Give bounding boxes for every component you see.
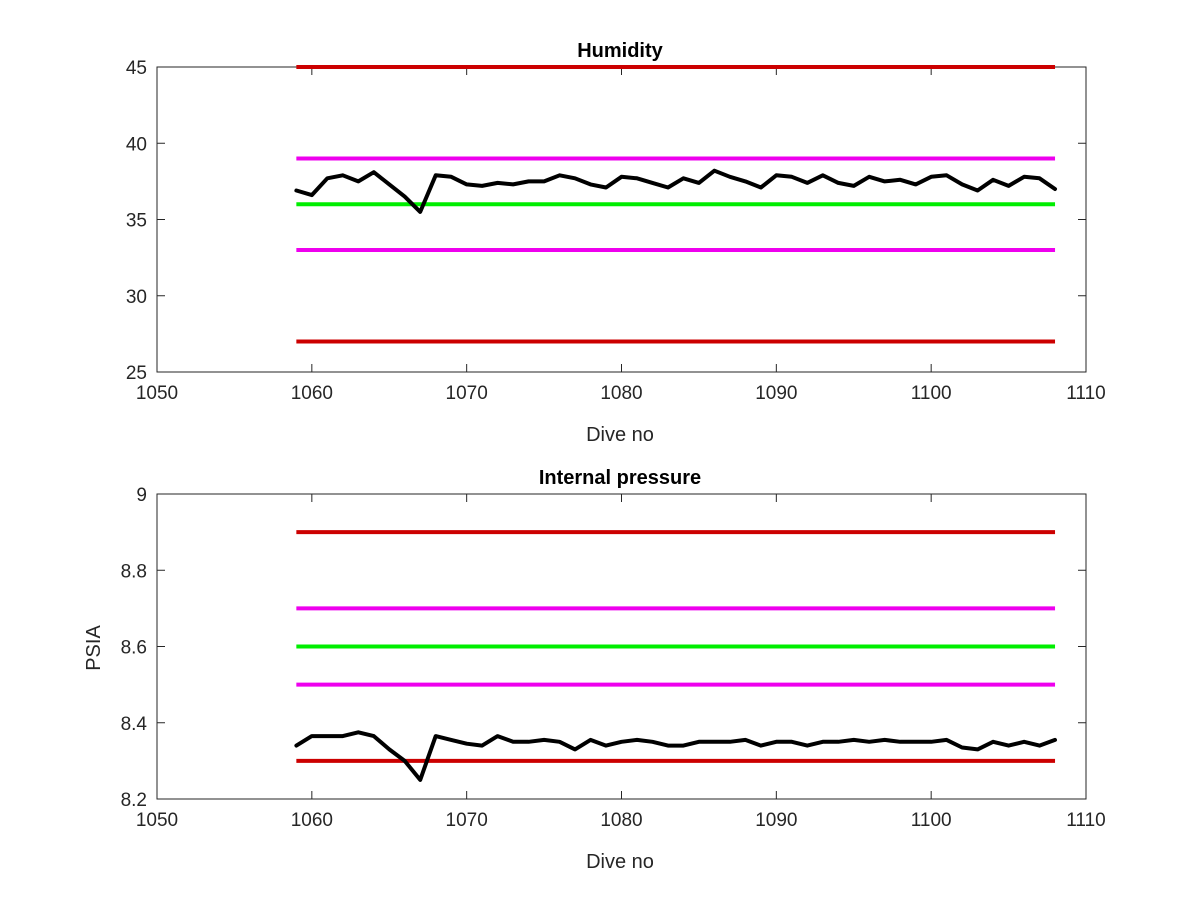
humidity-ytick-label: 30: [126, 287, 147, 308]
internal-pressure-xtick-label: 1070: [446, 810, 488, 831]
humidity-ytick-label: 25: [126, 363, 147, 384]
internal-pressure-xtick-label: 1100: [911, 810, 952, 831]
internal-pressure-plot: 1050 1060 1070 1080 1090 1100 1110 8.2 8.4 8.6 8.8…: [83, 467, 1106, 873]
internal-pressure-ytick-label: 8.8: [121, 561, 147, 582]
internal-pressure-ylabel: PSIA: [83, 625, 105, 671]
internal-pressure-title: Internal pressure: [539, 467, 701, 489]
humidity-axes-box: [156, 66, 1087, 373]
humidity-ytick-label: 35: [126, 211, 147, 232]
humidity-xtick-label: 1100: [911, 383, 952, 404]
humidity-plot: 1050 1060 1070 1080 1090 1100 1110 25 30 35 40 45 Hu…: [126, 40, 1106, 446]
internal-pressure-xtick-label: 1060: [291, 810, 333, 831]
humidity-ytick-label: 40: [126, 134, 147, 155]
humidity-title: Humidity: [577, 40, 663, 62]
internal-pressure-xtick-label: 1050: [136, 810, 178, 831]
humidity-xtick-label: 1110: [1066, 383, 1105, 404]
internal-pressure-xlabel: Dive no: [586, 851, 654, 873]
humidity-xlabel: Dive no: [586, 424, 654, 446]
internal-pressure-xtick-label: 1090: [755, 810, 797, 831]
internal-pressure-xtick-label: 1110: [1066, 810, 1105, 831]
humidity-xtick-label: 1050: [136, 383, 178, 404]
internal-pressure-ytick-label: 8.4: [121, 714, 148, 735]
humidity-xtick-label: 1080: [600, 383, 642, 404]
humidity-xtick-label: 1070: [446, 383, 488, 404]
internal-pressure-ytick-label: 9: [136, 485, 147, 506]
humidity-xtick-label: 1060: [291, 383, 333, 404]
humidity-xtick-label: 1090: [755, 383, 797, 404]
humidity-series-line: [294, 168, 1057, 214]
humidity-ytick-label: 45: [126, 58, 147, 79]
internal-pressure-series-line: [294, 730, 1057, 782]
internal-pressure-ytick-label: 8.2: [121, 790, 147, 811]
internal-pressure-xtick-label: 1080: [600, 810, 642, 831]
internal-pressure-ytick-label: 8.6: [121, 638, 147, 659]
